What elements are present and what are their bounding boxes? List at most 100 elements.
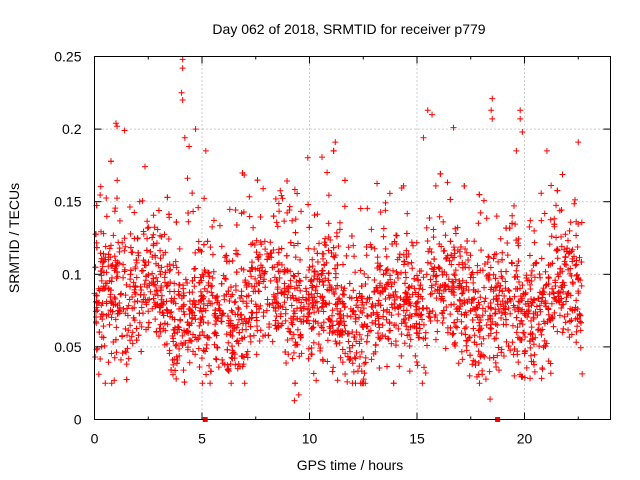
data-point	[538, 217, 545, 224]
data-point	[168, 308, 175, 315]
data-point	[511, 293, 518, 300]
data-point	[332, 265, 339, 272]
data-point	[296, 282, 303, 289]
data-point	[514, 324, 521, 331]
data-point	[532, 308, 539, 315]
data-point	[451, 272, 458, 279]
data-point	[573, 261, 580, 268]
data-point	[122, 243, 129, 250]
data-point	[165, 211, 172, 218]
data-point	[131, 209, 138, 216]
outlier-point	[114, 123, 121, 130]
data-point	[448, 261, 455, 268]
data-point	[273, 299, 280, 306]
data-point	[218, 312, 225, 319]
data-point	[325, 247, 332, 254]
data-point	[533, 303, 540, 310]
data-point	[99, 311, 106, 318]
data-point	[363, 299, 370, 306]
data-point	[550, 289, 557, 296]
data-point	[164, 307, 171, 314]
data-point	[456, 296, 463, 303]
data-point	[195, 335, 202, 342]
data-point	[203, 371, 210, 378]
data-point	[247, 338, 254, 345]
data-point	[310, 339, 317, 346]
data-point	[185, 321, 192, 328]
data-point	[467, 352, 474, 359]
data-point	[504, 252, 511, 259]
data-point	[360, 305, 367, 312]
data-point	[133, 325, 140, 332]
data-point	[138, 348, 145, 355]
y-tick-label: 0.15	[54, 194, 81, 210]
data-point	[311, 294, 318, 301]
data-point	[160, 325, 167, 332]
data-point	[231, 355, 238, 362]
chart-title: Day 062 of 2018, SRMTID for receiver p77…	[212, 21, 485, 37]
data-point	[315, 341, 322, 348]
data-point	[413, 272, 420, 279]
data-point	[247, 323, 254, 330]
data-point	[298, 350, 305, 357]
data-point	[477, 209, 484, 216]
data-point	[414, 362, 421, 369]
data-point	[256, 267, 263, 274]
data-point	[577, 312, 584, 319]
data-point	[518, 373, 525, 380]
data-point	[469, 361, 476, 368]
data-point	[557, 289, 564, 296]
data-point	[448, 301, 455, 308]
data-point	[514, 273, 521, 280]
data-point	[281, 291, 288, 298]
data-point	[314, 250, 321, 257]
data-point	[153, 274, 160, 281]
data-point	[578, 319, 585, 326]
data-point	[377, 335, 384, 342]
data-point	[423, 224, 430, 231]
data-point	[221, 254, 228, 261]
data-point	[499, 288, 506, 295]
data-point	[287, 329, 294, 336]
data-point	[422, 329, 429, 336]
data-point	[574, 243, 581, 250]
data-point	[572, 262, 579, 269]
data-point	[319, 154, 326, 161]
data-point	[296, 277, 303, 284]
data-point	[228, 293, 235, 300]
data-point	[325, 277, 332, 284]
data-point	[500, 303, 507, 310]
data-point	[341, 203, 348, 210]
data-point	[404, 332, 411, 339]
data-point	[545, 275, 552, 282]
data-point	[450, 279, 457, 286]
data-point	[320, 319, 327, 326]
data-point	[176, 292, 183, 299]
data-point	[481, 298, 488, 305]
data-point	[569, 306, 576, 313]
data-point	[202, 147, 209, 154]
data-point	[274, 223, 281, 230]
data-point	[474, 262, 481, 269]
data-point	[380, 307, 387, 314]
data-point	[223, 252, 230, 259]
data-point	[512, 285, 519, 292]
data-point	[358, 283, 365, 290]
data-point	[305, 300, 312, 307]
data-point	[170, 262, 177, 269]
data-point	[228, 380, 235, 387]
data-point	[463, 324, 470, 331]
data-point	[233, 250, 240, 257]
data-point	[547, 216, 554, 223]
x-tick-label: 0	[91, 431, 99, 447]
data-point	[335, 243, 342, 250]
data-point	[243, 303, 250, 310]
data-point	[165, 235, 172, 242]
outlier-point	[179, 65, 186, 72]
data-point	[403, 274, 410, 281]
data-point	[134, 298, 141, 305]
data-point	[329, 312, 336, 319]
data-point	[131, 298, 138, 305]
data-point	[391, 322, 398, 329]
data-point	[257, 239, 264, 246]
